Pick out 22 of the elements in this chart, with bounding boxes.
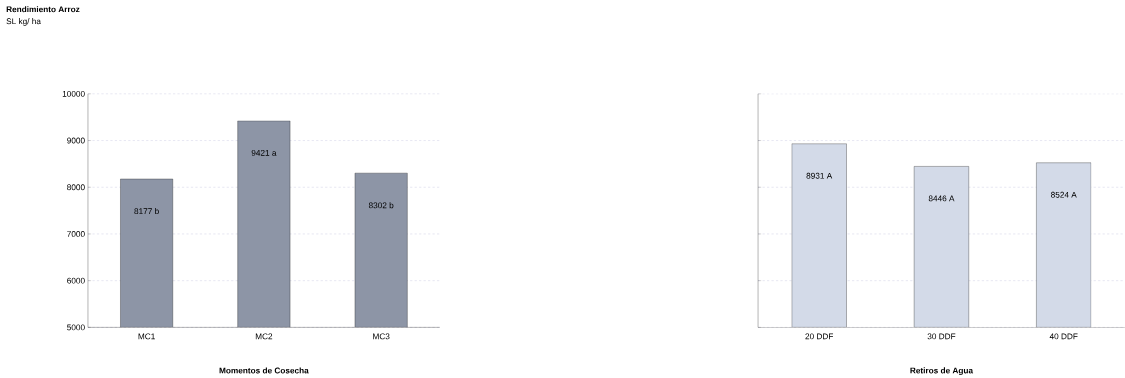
x-axis-title: Retiros de Agua xyxy=(910,367,974,376)
y-tick-label: 5000 xyxy=(67,324,85,331)
y-tick-label: 8000 xyxy=(67,184,85,191)
y-tick-label: 9000 xyxy=(67,137,85,144)
x-tick-label: MC3 xyxy=(373,333,390,340)
data-label: 8177 b xyxy=(134,208,159,215)
x-tick-label: MC2 xyxy=(255,333,273,340)
y-tick-label: 10000 xyxy=(62,90,85,97)
x-tick-label: 30 DDF xyxy=(927,333,956,340)
chart-subtitle: SL kg/ ha xyxy=(6,18,41,26)
chart-title: Rendimiento Arroz xyxy=(6,6,80,13)
x-tick-label: 20 DDF xyxy=(805,333,834,340)
x-axis-title: Momentos de Cosecha xyxy=(219,367,309,374)
y-tick-label: 6000 xyxy=(67,277,85,284)
x-tick-label: MC1 xyxy=(138,333,155,340)
data-label: 8302 b xyxy=(368,202,394,209)
x-tick-label: 40 DDF xyxy=(1049,333,1078,340)
data-label: 8524 A xyxy=(1051,191,1077,198)
data-label: 8931 A xyxy=(806,172,833,179)
data-label: 8446 A xyxy=(928,195,955,202)
y-tick-label: 7000 xyxy=(67,231,85,237)
data-label: 9421 a xyxy=(251,150,277,156)
